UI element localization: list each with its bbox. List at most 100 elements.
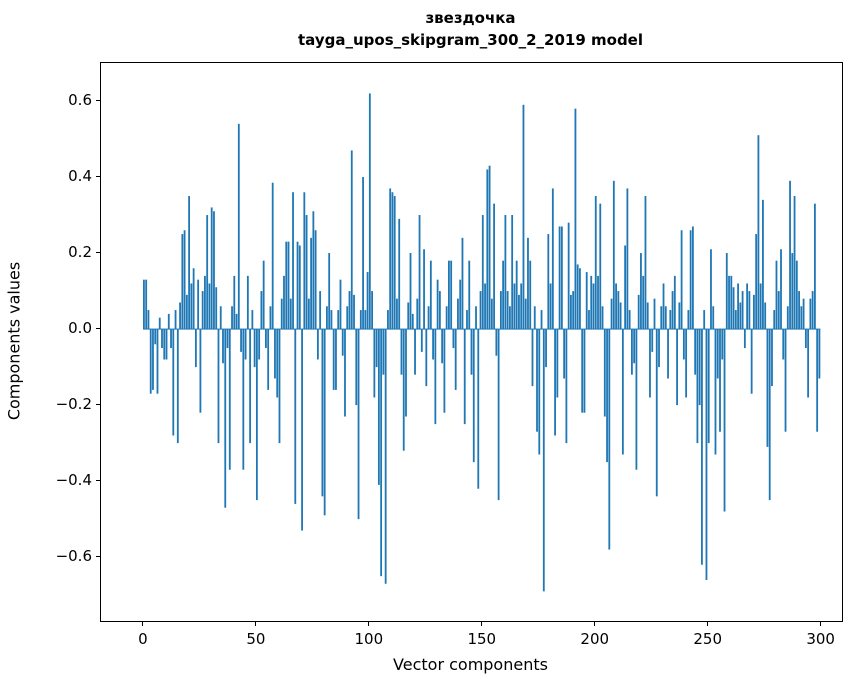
bar: [355, 329, 358, 406]
bar: [567, 222, 570, 330]
bar: [782, 329, 785, 360]
bar: [274, 329, 276, 379]
bar: [393, 196, 396, 330]
bar: [687, 310, 690, 330]
bar: [149, 329, 152, 394]
bar: [206, 215, 209, 330]
bar: [728, 275, 730, 330]
bar: [445, 306, 448, 330]
bar: [732, 287, 735, 330]
x-tick-mark: [368, 622, 370, 626]
bar: [362, 177, 364, 330]
bar: [583, 329, 586, 413]
bar: [481, 215, 484, 330]
bar: [364, 310, 367, 330]
bar: [784, 329, 787, 432]
bar: [741, 291, 744, 330]
bar: [269, 306, 272, 330]
bar: [163, 329, 166, 360]
bar: [246, 275, 249, 330]
bar: [303, 192, 306, 330]
bar: [655, 329, 658, 497]
bar: [703, 310, 706, 330]
x-axis-label: Vector components: [393, 655, 548, 674]
bar: [305, 215, 308, 330]
bar: [294, 329, 297, 504]
bar: [671, 291, 674, 330]
bar: [262, 260, 265, 330]
bar: [762, 199, 764, 330]
bar: [176, 329, 179, 444]
bar: [551, 188, 554, 330]
bar: [249, 329, 252, 444]
bar: [380, 329, 383, 577]
y-tick-label: 0.4: [68, 167, 92, 186]
bar: [531, 329, 534, 387]
y-tick-mark: [96, 479, 100, 481]
y-tick-label: −0.6: [55, 547, 92, 566]
bar: [391, 192, 394, 330]
bar: [384, 329, 387, 584]
bar: [396, 298, 398, 330]
bar: [280, 298, 283, 330]
bar: [603, 329, 606, 417]
bar: [147, 310, 150, 330]
bar: [725, 253, 728, 330]
bar: [554, 329, 556, 436]
bar: [673, 275, 676, 330]
bar: [743, 329, 746, 349]
bar: [377, 329, 380, 485]
bar: [612, 180, 615, 330]
bar: [565, 329, 568, 444]
bar: [271, 182, 274, 330]
y-tick-mark: [96, 99, 100, 101]
bar: [515, 260, 518, 330]
bar: [375, 329, 378, 368]
bar: [463, 329, 466, 425]
x-tick-mark: [481, 622, 483, 626]
bar: [418, 215, 421, 330]
bar: [509, 306, 511, 330]
y-tick-mark: [96, 403, 100, 405]
chart-title: звездочка: [425, 9, 516, 27]
bar: [579, 268, 581, 330]
bar: [477, 329, 480, 489]
bar: [152, 329, 154, 390]
bar: [427, 306, 430, 330]
bar: [640, 253, 642, 330]
bar: [626, 188, 629, 330]
bar: [547, 234, 550, 330]
bar: [563, 329, 566, 379]
bar: [773, 310, 776, 330]
x-tick-mark: [142, 622, 144, 626]
bar: [486, 169, 489, 330]
bar: [289, 298, 292, 330]
bar: [185, 294, 188, 330]
bar: [585, 272, 588, 330]
bar: [373, 329, 376, 398]
bar: [323, 329, 326, 516]
bar: [777, 291, 780, 330]
bar: [350, 150, 353, 330]
bar-series: [143, 93, 821, 592]
bar: [398, 218, 401, 330]
bar: [682, 329, 685, 360]
bar: [590, 275, 593, 330]
bar: [615, 283, 617, 330]
bar: [560, 226, 563, 330]
bar: [599, 203, 602, 330]
bar: [466, 310, 468, 330]
bar: [804, 329, 807, 349]
bar: [432, 329, 434, 360]
bar: [411, 313, 414, 330]
bar: [429, 260, 432, 330]
bar: [237, 123, 240, 330]
bar: [454, 329, 457, 390]
bar: [533, 306, 536, 330]
bar: [723, 329, 726, 512]
bar: [592, 283, 595, 330]
x-tick-label: 50: [246, 630, 266, 648]
bar: [167, 313, 170, 330]
bar: [807, 329, 810, 398]
